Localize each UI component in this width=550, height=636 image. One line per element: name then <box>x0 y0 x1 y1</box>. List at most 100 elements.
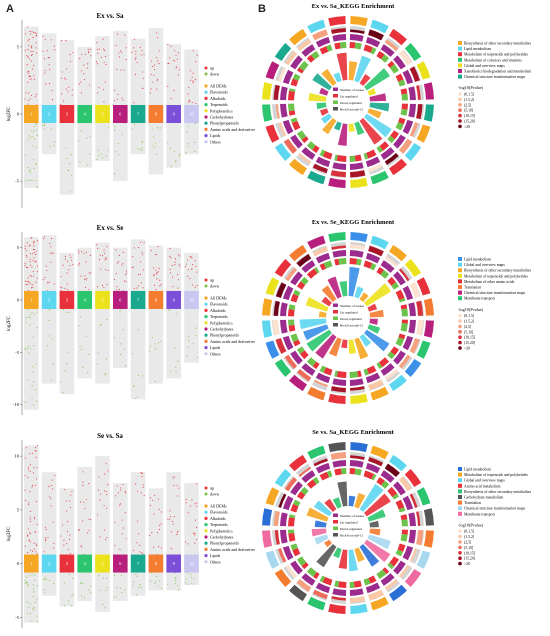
circos-up-regulated <box>323 367 333 376</box>
center-legend-swatch <box>333 513 338 517</box>
center-legend-label: Up regulated <box>340 310 358 314</box>
volcano-up-point <box>29 510 31 513</box>
pvalue-legend-marker <box>458 324 462 329</box>
volcano-up-point <box>36 52 38 54</box>
circos-pathway-segment <box>265 487 280 506</box>
volcano-down-point <box>25 576 28 578</box>
volcano-up-point <box>102 255 104 257</box>
circos-ring-gray <box>384 253 401 268</box>
volcano-down-point <box>167 583 169 585</box>
circos-pvalue-bar <box>273 84 280 100</box>
volcano-up-point <box>67 289 69 291</box>
volcano-up-point <box>32 275 35 277</box>
volcano-up-point <box>120 69 122 71</box>
circos-pvalue-bar <box>350 29 365 34</box>
volcano-down-point <box>70 191 72 193</box>
volcano-down-point <box>36 598 38 600</box>
circos-down-regulated <box>363 368 369 376</box>
circos-down-regulated <box>288 514 296 519</box>
legend-direction-label: up <box>210 486 214 491</box>
volcano-up-point <box>122 263 124 265</box>
volcano-up-point <box>32 286 34 288</box>
volcano-up-point <box>152 499 154 501</box>
volcano-down-point <box>113 575 116 577</box>
circos-gene-count-ring <box>290 481 303 496</box>
volcano-down-point <box>27 179 29 181</box>
volcano-up-point <box>135 53 137 55</box>
circos-pathway-segment <box>262 104 273 122</box>
volcano-up-point <box>115 495 117 497</box>
volcano-up-point <box>170 45 172 47</box>
circos-pvalue-bar <box>296 578 312 592</box>
volcano-down-point <box>32 608 34 610</box>
volcano-range-bar <box>59 252 75 395</box>
volcano-category-label: 2 <box>48 112 50 117</box>
volcano-up-point <box>178 69 180 71</box>
volcano-up-point <box>155 289 157 291</box>
volcano-up-point <box>36 271 38 273</box>
volcano-down-point <box>65 311 67 313</box>
volcano-down-point <box>106 318 108 321</box>
volcano-up-point <box>187 543 189 545</box>
volcano-up-point <box>191 268 193 270</box>
circos-gene-count-ring <box>365 252 381 264</box>
volcano-down-point <box>43 124 45 127</box>
volcano-up-point <box>139 273 141 275</box>
volcano-down-point <box>132 584 134 586</box>
volcano-up-point <box>119 503 121 505</box>
volcano-up-point <box>88 483 90 485</box>
legend-category-label: Polyphenolics <box>210 320 233 325</box>
volcano-up-point <box>136 490 139 492</box>
volcano-down-point <box>189 573 192 576</box>
circos-pathway-segment <box>289 374 307 392</box>
circos-rich-factor-bar <box>348 267 360 297</box>
center-legend-label: Number of Genes <box>340 304 365 308</box>
volcano-up-point <box>170 531 172 533</box>
volcano-up-point <box>157 498 159 500</box>
volcano-up-point <box>139 544 141 546</box>
center-legend-label: Down regulated <box>340 317 362 321</box>
pvalue-legend-marker <box>458 113 462 118</box>
volcano-down-point <box>33 159 35 161</box>
volcano-up-point <box>31 236 33 239</box>
volcano-down-point <box>24 580 26 582</box>
volcano-up-point <box>30 60 32 62</box>
volcano-up-point <box>30 237 32 239</box>
volcano-up-point <box>97 248 99 250</box>
circos-rich-factor-bar <box>367 509 386 522</box>
volcano-up-point <box>25 447 27 449</box>
circos-gene-count-ring <box>365 462 381 474</box>
circos-up-regulated <box>296 67 304 74</box>
volcano-up-point <box>96 63 99 65</box>
volcano-down-point <box>49 335 51 337</box>
volcano-down-point <box>29 575 31 577</box>
circos-up-regulated <box>288 110 296 116</box>
circos-rich-factor-bar <box>364 539 391 563</box>
volcano-down-point <box>89 153 91 155</box>
volcano-up-point <box>85 279 87 281</box>
volcano-up-point <box>42 237 45 240</box>
volcano-down-point <box>97 149 99 151</box>
volcano-up-point <box>153 274 156 276</box>
volcano-up-point <box>47 57 49 59</box>
circos-pathway-segment <box>370 445 389 460</box>
volcano-up-point <box>65 88 67 90</box>
volcano-title: Ex vs. Sa <box>96 12 124 20</box>
circos-down-regulated <box>400 108 408 116</box>
volcano-up-point <box>31 275 33 277</box>
volcano-down-point <box>116 586 118 588</box>
volcano-up-point <box>107 484 109 486</box>
volcano-down-point <box>29 348 31 350</box>
volcano-up-point <box>196 54 198 56</box>
circos-gene-count-ring <box>380 573 395 586</box>
volcano-up-point <box>27 26 29 28</box>
volcano-up-point <box>32 472 34 474</box>
volcano-up-point <box>66 68 68 70</box>
volcano-down-point <box>124 589 126 591</box>
volcano-up-point <box>84 508 86 510</box>
circos-up-regulated <box>306 54 315 63</box>
volcano-up-point <box>35 449 37 452</box>
circos-pvalue-bar <box>330 170 346 178</box>
volcano-range-bar <box>184 49 199 155</box>
circos-pvalue-bar <box>398 50 412 66</box>
